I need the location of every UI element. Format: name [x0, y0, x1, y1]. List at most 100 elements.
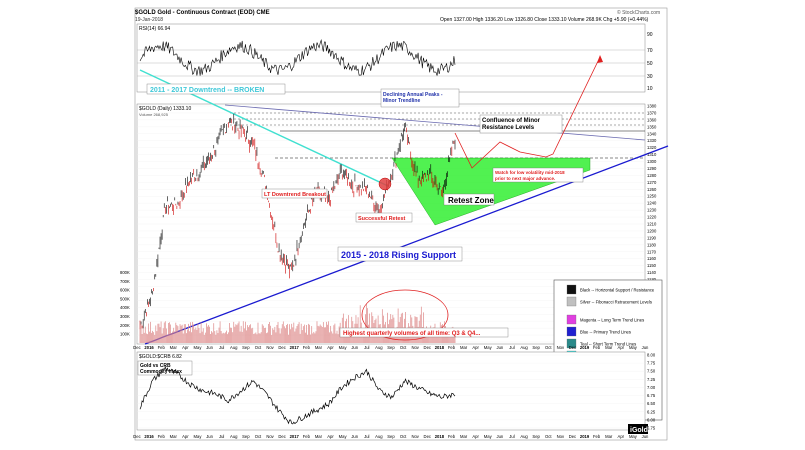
successful-retest-annotation: Successful Retest: [358, 216, 406, 222]
volume-tick: 300K: [120, 314, 130, 319]
price-y-tick: 1380: [647, 104, 657, 109]
x-tick: Oct: [545, 434, 552, 439]
price-grid: [137, 105, 645, 343]
legend-swatch: [566, 314, 577, 325]
declining-peaks-annotation: Declining Annual Peaks - Minor Trendline: [383, 92, 444, 104]
x-tick: Mar: [170, 345, 178, 350]
ratio-y-tick: 6.00: [647, 417, 656, 422]
quote-line: Open 1327.00 High 1336.20 Low 1326.80 Cl…: [440, 17, 649, 23]
logo-text: iGold: [630, 427, 648, 434]
x-tick: Aug: [375, 434, 383, 439]
x-tick: Feb: [593, 345, 601, 350]
x-tick: Jul: [509, 345, 514, 350]
x-tick: Dec: [133, 345, 140, 350]
x-tick: May: [629, 345, 638, 350]
x-tick: May: [484, 345, 493, 350]
price-y-tick: 1340: [647, 131, 657, 136]
x-tick: Dec: [133, 434, 140, 439]
x-tick: Mar: [315, 434, 323, 439]
x-tick: Apr: [472, 434, 479, 439]
x-tick: Aug: [230, 345, 238, 350]
x-tick: Jul: [364, 434, 369, 439]
x-tick: Oct: [400, 434, 407, 439]
x-tick: Sep: [387, 434, 395, 439]
x-tick: 2016: [144, 345, 154, 350]
price-label: $GOLD (Daily) 1333.10: [139, 106, 191, 112]
rsi-tick-30: 30: [647, 74, 653, 80]
x-tick: Aug: [520, 345, 528, 350]
price-y-tick: 1150: [647, 263, 657, 268]
ratio-y-tick: 8.00: [647, 353, 656, 358]
symbol-line: $GOLD Gold - Continuous Contract (EOD) C…: [135, 10, 270, 16]
legend-swatch: [566, 284, 577, 295]
volumes-annotation: Highest quarterly volumes of all time: Q…: [343, 331, 481, 337]
price-y-tick: 1240: [647, 201, 657, 206]
x-tick: Nov: [266, 345, 274, 350]
x-tick: Apr: [182, 434, 189, 439]
legend-label: Magenta -- Long Term Trend Lines: [580, 318, 644, 323]
volume-tick: 400K: [120, 305, 130, 310]
declining-peaks-line: [224, 104, 646, 141]
x-tick: May: [339, 345, 348, 350]
ratio-caption: Gold vs CRB Commodity Index: [140, 363, 182, 375]
x-tick: 2018: [435, 434, 445, 439]
legend-label: Blue -- Primary Trend Lines: [580, 330, 631, 335]
price-y-tick: 1160: [647, 256, 657, 261]
x-tick: Aug: [230, 434, 238, 439]
downtrend-annotation: 2011 - 2017 Downtrend -- BROKEN: [150, 87, 264, 94]
x-tick: Mar: [460, 345, 468, 350]
x-tick: May: [194, 434, 203, 439]
x-tick: Mar: [460, 434, 468, 439]
rsi-tick-10: 10: [647, 86, 653, 92]
volume-tick: 500K: [120, 296, 130, 301]
x-tick: Nov: [557, 434, 565, 439]
price-y-tick: 1250: [647, 194, 657, 199]
rsi-tick-70: 70: [647, 48, 653, 54]
x-tick: Apr: [472, 345, 479, 350]
x-tick: 2017: [290, 345, 300, 350]
x-tick: Jun: [496, 345, 503, 350]
price-y-tick: 1170: [647, 249, 657, 254]
x-tick: 2019: [580, 345, 590, 350]
projected-arrowhead: [597, 55, 603, 63]
price-y-tick: 1210: [647, 222, 657, 227]
price-y-tick: 1290: [647, 166, 657, 171]
chart-date: 19-Jan-2018: [135, 17, 163, 23]
volume-tick: 600K: [120, 288, 130, 293]
x-tick: Jun: [496, 434, 503, 439]
watch-annotation: Watch for low volatility mid-2018 prior …: [495, 170, 566, 181]
price-y-tick: 1320: [647, 145, 657, 150]
ratio-line: [139, 365, 456, 425]
x-tick: Feb: [448, 345, 456, 350]
x-tick: May: [194, 345, 203, 350]
x-tick: 2019: [580, 434, 590, 439]
x-tick: Mar: [605, 434, 613, 439]
volume-tick: 100K: [120, 332, 130, 337]
legend-label: Black -- Horizontal Support / Resistance: [580, 288, 655, 293]
volume-callout-ellipse: [361, 289, 449, 341]
x-tick: Apr: [327, 434, 334, 439]
price-y-tick: 1270: [647, 180, 657, 185]
price-y-tick: 1130: [647, 277, 657, 282]
ratio-y-tick: 7.25: [647, 377, 656, 382]
x-tick: Sep: [532, 345, 540, 350]
x-tick: Feb: [158, 345, 166, 350]
x-tick: May: [339, 434, 348, 439]
x-tick: Feb: [158, 434, 166, 439]
annotations: 2011 - 2017 Downtrend -- BROKEN Declinin…: [146, 83, 584, 338]
x-tick: Apr: [182, 345, 189, 350]
logo-badge: [628, 424, 648, 434]
ratio-y-tick: 7.50: [647, 369, 656, 374]
price-y-tick: 1220: [647, 215, 657, 220]
ratio-label: $GOLD:$CRB 6.82: [139, 354, 182, 360]
volume-axis: 800K 700K 600K 500K 400K 300K 200K 100K: [120, 270, 130, 337]
legend-swatch: [566, 338, 577, 349]
rsi-tick-50: 50: [647, 61, 653, 67]
x-tick: Feb: [593, 434, 601, 439]
ratio-y-tick: 6.25: [647, 409, 656, 414]
x-tick: Jun: [351, 434, 358, 439]
price-y-tick: 1190: [647, 235, 657, 240]
x-tick: Dec: [424, 345, 431, 350]
price-y-tick: 1230: [647, 208, 657, 213]
